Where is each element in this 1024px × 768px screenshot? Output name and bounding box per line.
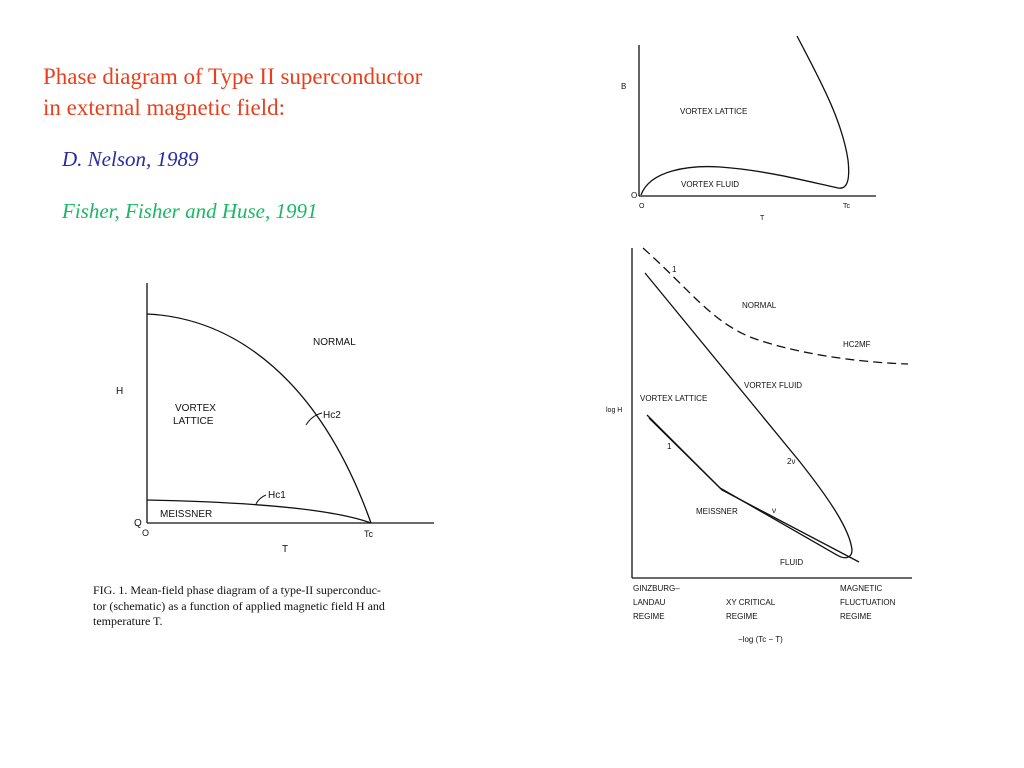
left-axis-h: H — [116, 386, 123, 397]
br-axis-logh: log H — [606, 407, 622, 414]
br-exponent-2nu: 2ν — [787, 457, 795, 466]
vortex-melting-curve — [644, 272, 853, 559]
tr-origin-o-x: O — [639, 203, 645, 210]
br-meissner-label: MEISSNER — [696, 507, 738, 516]
br-axis-x: −log (Tc − T) — [738, 635, 783, 644]
slide-title-line1: Phase diagram of Type II superconductor — [43, 64, 423, 89]
tr-fluid-label: VORTEX FLUID — [681, 180, 739, 189]
br-regime1-line1: GINZBURG– — [633, 584, 680, 593]
br-hc2mf-label: HC2MF — [843, 340, 871, 349]
left-caption-line1: FIG. 1. Mean-field phase diagram of a ty… — [93, 583, 381, 597]
slide-title-line2: in external magnetic field: — [43, 95, 286, 120]
br-regime1-line3: REGIME — [633, 612, 665, 621]
tr-origin-o-y: O — [631, 191, 637, 200]
hc1-pointer — [255, 494, 267, 505]
left-normal-label: NORMAL — [313, 337, 356, 348]
left-caption-line2: tor (schematic) as a function of applied… — [93, 599, 385, 613]
tr-tc-label: Tc — [843, 203, 851, 210]
citation-fisher-fisher-huse: Fisher, Fisher and Huse, 1991 — [62, 199, 318, 223]
figure-mean-field — [146, 283, 434, 524]
hc2-mf-dashed-curve — [642, 247, 909, 365]
left-tc-label: Tc — [364, 529, 374, 539]
left-caption-line3: temperature T. — [93, 614, 163, 628]
tr-axis-b: B — [621, 82, 626, 91]
hc1-curve — [146, 499, 372, 524]
figure-nelson — [638, 35, 876, 197]
figure-fisher-fisher-huse — [631, 247, 912, 579]
br-regime3-line2: FLUCTUATION — [840, 598, 896, 607]
melting-curve — [640, 35, 850, 196]
citation-nelson: D. Nelson, 1989 — [62, 147, 199, 171]
br-regime1-line2: LANDAU — [633, 598, 666, 607]
hc2-pointer — [305, 412, 323, 426]
left-vortex-label: VORTEX — [175, 403, 216, 414]
br-vortex-fluid-label: VORTEX FLUID — [744, 381, 802, 390]
br-exponent-1-top: 1 — [672, 265, 677, 274]
lower-critical-curve — [648, 417, 860, 563]
left-lattice-label: LATTICE — [173, 416, 214, 427]
br-regime2-line2: REGIME — [726, 612, 758, 621]
left-axis-t: T — [282, 544, 288, 555]
br-normal-label: NORMAL — [742, 301, 777, 310]
left-origin-o: O — [142, 528, 149, 538]
tr-lattice-label: VORTEX LATTICE — [680, 107, 747, 116]
tr-axis-t: T — [760, 215, 765, 222]
br-vortex-lattice-label: VORTEX LATTICE — [640, 394, 707, 403]
br-fluid-label: FLUID — [780, 558, 803, 567]
hc2-curve — [146, 313, 372, 524]
left-meissner-label: MEISSNER — [160, 509, 212, 520]
left-origin-q: Q — [134, 518, 142, 529]
br-exponent-nu: ν — [772, 506, 776, 515]
br-exponent-1-low: 1 — [667, 442, 672, 451]
left-hc2-label: Hc2 — [323, 410, 341, 421]
left-hc1-label: Hc1 — [268, 490, 286, 501]
br-regime3-line3: REGIME — [840, 612, 872, 621]
br-regime2-line1: XY CRITICAL — [726, 598, 776, 607]
br-regime3-line1: MAGNETIC — [840, 584, 882, 593]
